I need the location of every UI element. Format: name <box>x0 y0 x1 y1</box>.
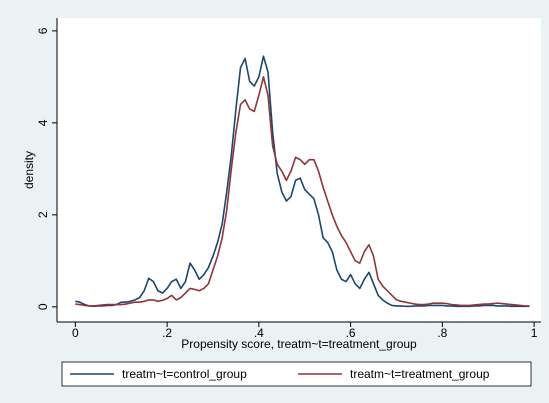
x-tick-label: 0 <box>72 326 79 340</box>
y-tick-label: 0 <box>36 303 50 310</box>
density-line <box>75 76 530 307</box>
y-axis-title: density <box>22 151 36 189</box>
y-tick-label: 4 <box>36 119 50 126</box>
x-axis-title: Propensity score, treatm~t=treatment_gro… <box>181 337 417 351</box>
legend <box>61 361 532 387</box>
x-tick-label: .6 <box>346 326 356 340</box>
density-line <box>75 55 530 308</box>
x-tick-label: .8 <box>437 326 447 340</box>
x-tick-label: 1 <box>531 326 538 340</box>
y-tick-label: 6 <box>36 27 50 34</box>
x-tick-label: .2 <box>162 326 172 340</box>
legend-label: treatm~t=control_group <box>122 367 247 381</box>
y-tick-label: 2 <box>36 211 50 218</box>
x-tick-label: .4 <box>254 326 264 340</box>
legend-label: treatm~t=treatment_group <box>350 367 490 381</box>
plot-area <box>57 18 541 322</box>
